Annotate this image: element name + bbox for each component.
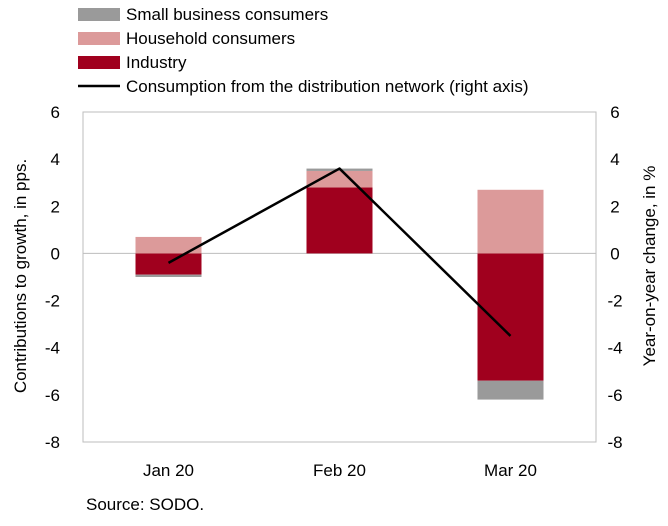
right-tick-label: 4 — [610, 150, 619, 169]
right-tick-label: -8 — [607, 433, 622, 452]
left-axis-ticks: 6 4 2 0 -2 -4 -6 -8 — [45, 103, 60, 452]
bar-segment — [136, 253, 202, 274]
right-tick-label: 2 — [610, 197, 619, 216]
left-tick-label: 6 — [51, 103, 60, 122]
y-axis-label: Contributions to growth, in pps. — [11, 159, 30, 393]
bars — [136, 169, 544, 400]
left-tick-label: -6 — [45, 386, 60, 405]
bar-segment — [307, 171, 373, 188]
x-tick-label: Jan 20 — [143, 461, 194, 480]
x-axis-ticks: Jan 20 Feb 20 Mar 20 — [143, 461, 537, 480]
legend-label: Industry — [126, 53, 187, 72]
legend: Small business consumers Household consum… — [78, 5, 529, 96]
legend-label: Small business consumers — [126, 5, 328, 24]
y2-axis-label: Year-on-year change, in % — [640, 166, 659, 367]
right-axis-ticks: 6 4 2 0 -2 -4 -6 -8 — [607, 103, 622, 452]
bar-segment — [136, 275, 202, 277]
right-tick-label: 6 — [610, 103, 619, 122]
source-note: Source: SODO. — [86, 495, 204, 514]
left-tick-label: 4 — [51, 150, 60, 169]
right-tick-label: 0 — [610, 244, 619, 263]
bar-segment — [478, 190, 544, 254]
right-tick-label: -2 — [607, 292, 622, 311]
legend-label: Household consumers — [126, 29, 295, 48]
left-tick-label: -4 — [45, 339, 60, 358]
legend-label: Consumption from the distribution networ… — [126, 77, 529, 96]
left-tick-label: -2 — [45, 292, 60, 311]
legend-swatch — [78, 56, 120, 69]
right-tick-label: -6 — [607, 386, 622, 405]
left-tick-label: 2 — [51, 197, 60, 216]
x-tick-label: Feb 20 — [313, 461, 366, 480]
bar-segment — [478, 253, 544, 380]
bar-segment — [478, 381, 544, 400]
x-tick-label: Mar 20 — [484, 461, 537, 480]
legend-swatch — [78, 32, 120, 45]
right-tick-label: -4 — [607, 339, 622, 358]
legend-swatch — [78, 8, 120, 21]
left-tick-label: 0 — [51, 244, 60, 263]
left-tick-label: -8 — [45, 433, 60, 452]
bar-segment — [307, 187, 373, 253]
